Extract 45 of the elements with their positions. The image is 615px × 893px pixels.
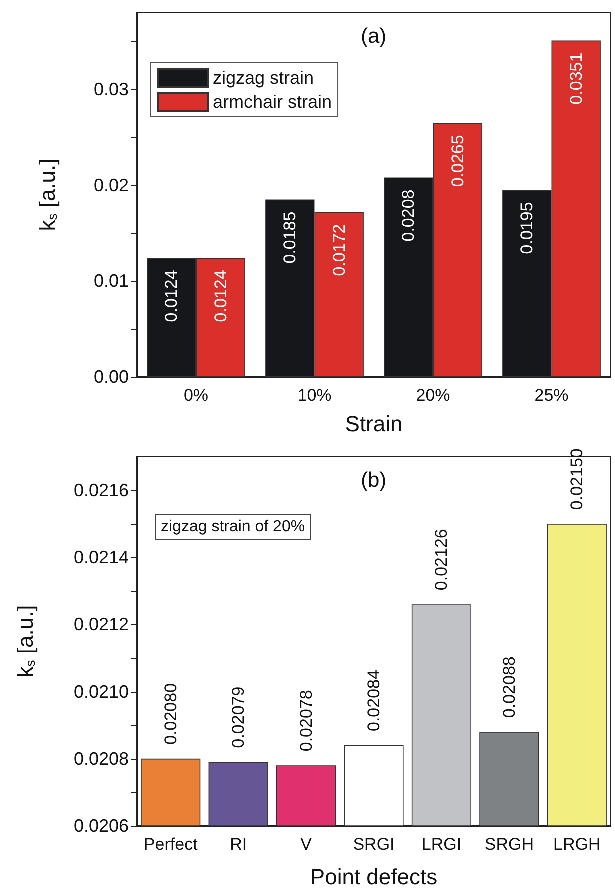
text: (b) (361, 469, 387, 492)
data-label: 0.02088 (500, 656, 519, 718)
y-tick-label: 0.02 (94, 175, 129, 196)
data-label: 0.02084 (364, 670, 384, 732)
data-label: 0.0351 (566, 52, 586, 105)
legend-label: zigzag strain (213, 68, 314, 88)
data-label: 0.0208 (399, 190, 418, 242)
y-axis-title: ks [a.u.] (13, 605, 38, 678)
data-label: 0.0265 (448, 135, 468, 188)
data-label: 0.0124 (162, 270, 182, 322)
y-tick-label: 0.0206 (74, 816, 129, 836)
annotation: zigzag strain of 20% (161, 518, 306, 536)
x-tick-label: 10% (298, 386, 332, 405)
y-tick-label: 0.0214 (74, 548, 129, 568)
data-label: 0.02078 (296, 690, 316, 752)
y-tick-label: 0.0210 (74, 682, 129, 702)
data-label: 0.02079 (229, 686, 248, 748)
x-axis-title: Strain (345, 412, 403, 436)
data-label: 0.0172 (330, 224, 349, 276)
x-tick-label: V (300, 835, 313, 854)
x-tick-label: 25% (534, 386, 569, 405)
y-tick-label: 0.0208 (74, 748, 129, 769)
text: (a) (361, 25, 387, 48)
x-tick-label: 0% (184, 386, 209, 405)
x-tick-label: LRGI (422, 835, 462, 854)
data-label: 0.02080 (161, 683, 180, 745)
y-tick-label: 0.0212 (74, 614, 129, 635)
data-label: 0.0195 (518, 202, 537, 254)
x-axis-title: Point defects (310, 864, 438, 890)
x-tick-label: LRGH (554, 835, 601, 854)
legend-label: armchair strain (213, 92, 332, 112)
y-axis-title: ks [a.u.] (35, 158, 60, 232)
data-label: 0.0124 (211, 270, 230, 322)
x-tick-label: 20% (416, 386, 450, 405)
x-tick-label: Perfect (144, 835, 198, 854)
data-label: 0.02150 (568, 448, 587, 510)
y-tick-label: 0.00 (94, 367, 129, 387)
y-tick-label: 0.03 (94, 80, 129, 100)
data-label: 0.02126 (432, 529, 452, 591)
x-tick-label: SRGH (484, 835, 534, 854)
x-tick-label: RI (230, 835, 248, 854)
x-tick-label: SRGI (353, 835, 395, 854)
y-tick-label: 0.0216 (74, 480, 129, 501)
data-label: 0.0185 (280, 212, 300, 264)
y-tick-label: 0.01 (94, 271, 129, 292)
